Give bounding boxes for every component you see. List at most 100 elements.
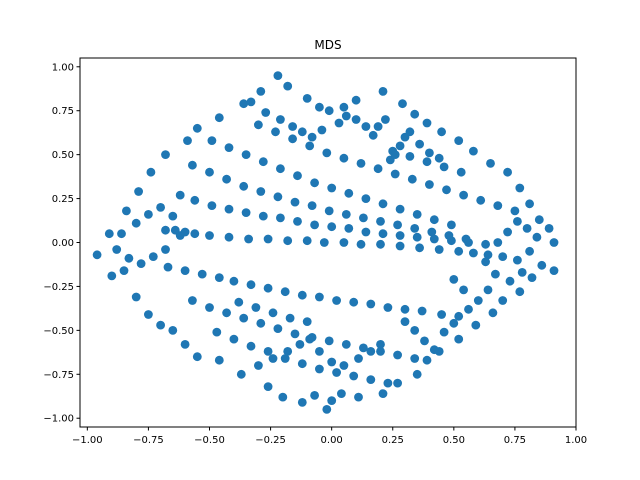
scatter-point [239, 99, 249, 109]
scatter-point [156, 320, 166, 330]
scatter-point [222, 308, 232, 318]
scatter-point [454, 311, 464, 321]
scatter-point [341, 340, 351, 349]
scatter-point [513, 255, 522, 265]
scatter-point [190, 195, 200, 205]
scatter-point [134, 187, 144, 196]
scatter-point [295, 340, 305, 349]
scatter-point [117, 229, 126, 239]
scatter-point [205, 303, 214, 312]
scatter-point [241, 150, 251, 160]
scatter-point [144, 310, 153, 319]
scatter-point [322, 405, 332, 414]
scatter-point [256, 87, 266, 96]
scatter-point [285, 313, 295, 323]
scatter-point [324, 106, 334, 116]
scatter-point [190, 229, 200, 239]
scatter-point [180, 266, 190, 275]
scatter-point [395, 231, 405, 240]
scatter-point [366, 347, 376, 356]
scatter-point [175, 190, 185, 200]
scatter-point [239, 313, 249, 323]
scatter-point [393, 220, 402, 230]
scatter-point [302, 236, 312, 246]
scatter-point [376, 217, 385, 226]
y-axis: −1.00 −0.75 −0.50 −0.25 0.00 0.25 0.50 0.75 1.00 [43, 62, 80, 425]
scatter-point [297, 290, 307, 300]
scatter-point [168, 326, 178, 335]
scatter-point [488, 308, 498, 318]
scatter-point [351, 115, 361, 124]
scatter-point [361, 194, 371, 204]
scatter-point [544, 224, 554, 233]
scatter-point [503, 167, 512, 177]
x-tick-label: −0.25 [255, 435, 286, 446]
scatter-point [305, 141, 315, 151]
scatter-point [354, 354, 363, 363]
scatter-point [534, 215, 544, 225]
scatter-point [549, 238, 559, 247]
scatter-point [229, 276, 239, 286]
x-tick-label: −0.75 [133, 435, 164, 446]
scatter-point [525, 199, 534, 209]
scatter-point [273, 324, 283, 333]
scatter-point [349, 297, 359, 307]
scatter-point [339, 102, 349, 112]
scatter-point [192, 123, 202, 133]
scatter-point [315, 292, 324, 302]
scatter-point [537, 260, 547, 270]
x-tick-label: 0.50 [443, 435, 465, 446]
scatter-point [449, 318, 459, 328]
scatter-point [307, 132, 317, 142]
scatter-point [290, 329, 300, 339]
scatter-point [395, 241, 405, 251]
scatter-point [454, 334, 464, 344]
y-tick-label: −0.25 [43, 282, 74, 293]
scatter-point [327, 396, 337, 405]
scatter-point [239, 181, 249, 191]
scatter-point [505, 276, 515, 286]
scatter-point [280, 287, 290, 297]
scatter-point [214, 273, 224, 282]
scatter-point [271, 127, 280, 137]
scatter-point [256, 318, 266, 328]
scatter-point [148, 252, 158, 261]
scatter-point [263, 347, 273, 356]
scatter-point [400, 317, 410, 326]
scatter-point [224, 232, 234, 242]
scatter-point [297, 127, 307, 137]
scatter-point [119, 266, 129, 275]
scatter-point [400, 304, 410, 314]
scatter-point [339, 153, 349, 163]
scatter-point [498, 252, 508, 261]
scatter-point [327, 183, 337, 193]
scatter-point [317, 125, 327, 135]
scatter-point [412, 232, 422, 242]
scatter-point [527, 273, 537, 282]
scatter-point [297, 398, 307, 407]
scatter-point [464, 304, 473, 314]
y-tick-label: −0.75 [43, 370, 74, 381]
scatter-point [276, 115, 285, 124]
scatter-point [131, 218, 141, 228]
scatter-point [214, 355, 224, 365]
scatter-point [146, 167, 156, 177]
scatter-point [283, 347, 293, 356]
scatter-point [429, 234, 439, 244]
scatter-point [415, 243, 424, 253]
scatter-point [207, 201, 217, 211]
scatter-point [263, 382, 273, 391]
scatter-point [234, 297, 244, 307]
scatter-point [246, 97, 256, 107]
scatter-point [395, 141, 405, 151]
scatter-point [498, 296, 508, 305]
y-tick-label: −1.00 [43, 414, 74, 425]
scatter-point [471, 320, 481, 330]
scatter-point [459, 190, 468, 200]
scatter-point [434, 245, 444, 254]
scatter-point [434, 153, 444, 163]
scatter-point [461, 234, 471, 244]
scatter-point [263, 283, 273, 293]
x-tick-label: 0.75 [504, 435, 526, 446]
scatter-point [425, 148, 434, 158]
